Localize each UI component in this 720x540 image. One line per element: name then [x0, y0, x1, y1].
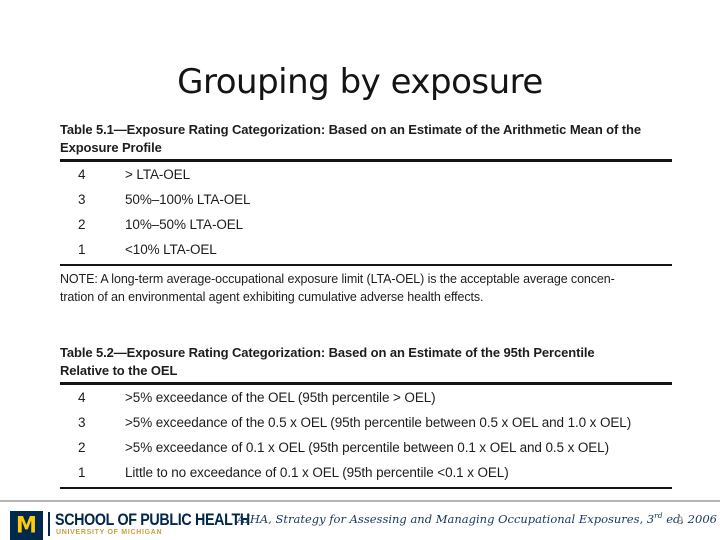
- description-cell: >5% exceedance of 0.1 x OEL (95th percen…: [125, 439, 609, 455]
- table-bottom-rule: [60, 263, 672, 266]
- school-name: SCHOOL OF PUBLIC HEALTH: [55, 510, 250, 529]
- university-name: UNIVERSITY OF MICHIGAN: [56, 529, 163, 536]
- rating-cell: 4: [78, 166, 86, 182]
- table-5-1-note: NOTE: A long-term average-occupational e…: [60, 270, 672, 306]
- block-m-icon: M: [16, 512, 37, 538]
- table-row: 2 10%–50% LTA-OEL: [60, 212, 672, 237]
- rating-cell: 1: [78, 241, 86, 257]
- description-cell: > LTA-OEL: [125, 166, 190, 182]
- citation-mid: , 3: [639, 511, 655, 526]
- table-row: 1 <10% LTA-OEL: [60, 237, 672, 262]
- rating-cell: 1: [78, 464, 86, 480]
- table-5-1: Table 5.1—Exposure Rating Categorization…: [60, 121, 672, 306]
- rating-cell: 4: [78, 389, 86, 405]
- caption-line: Exposure Profile: [60, 140, 162, 155]
- rating-cell: 3: [78, 414, 86, 430]
- table-5-1-rows: 4 > LTA-OEL 3 50%–100% LTA-OEL 2 10%–50%…: [60, 162, 672, 262]
- logo-divider: [48, 512, 50, 536]
- note-line: tration of an environmental agent exhibi…: [60, 290, 484, 304]
- table-row: 4 > LTA-OEL: [60, 162, 672, 187]
- description-cell: >5% exceedance of the 0.5 x OEL (95th pe…: [125, 414, 632, 430]
- citation-end: ed, 2006: [662, 511, 717, 526]
- caption-line: Relative to the OEL: [60, 363, 178, 378]
- table-top-rule: [60, 382, 672, 385]
- rating-cell: 3: [78, 191, 86, 207]
- table-row: 4 >5% exceedance of the OEL (95th percen…: [60, 385, 672, 410]
- note-line: NOTE: A long-term average-occupational e…: [60, 272, 615, 286]
- description-cell: 50%–100% LTA-OEL: [125, 191, 251, 207]
- table-5-2-caption: Table 5.2—Exposure Rating Categorization…: [60, 344, 672, 380]
- caption-line: Table 5.1—Exposure Rating Categorization…: [60, 122, 641, 137]
- footer-divider-line: [0, 500, 720, 502]
- description-cell: <10% LTA-OEL: [125, 241, 217, 257]
- caption-line: Table 5.2—Exposure Rating Categorization…: [60, 345, 595, 360]
- description-cell: 10%–50% LTA-OEL: [125, 216, 244, 232]
- description-cell: >5% exceedance of the OEL (95th percenti…: [125, 389, 436, 405]
- table-row: 1 Little to no exceedance of 0.1 x OEL (…: [60, 460, 672, 485]
- citation-prefix: AIHA,: [237, 511, 276, 526]
- rating-cell: 2: [78, 439, 86, 455]
- rating-cell: 2: [78, 216, 86, 232]
- table-bottom-rule: [60, 486, 672, 489]
- table-row: 3 50%–100% LTA-OEL: [60, 187, 672, 212]
- table-row: 2 >5% exceedance of 0.1 x OEL (95th perc…: [60, 435, 672, 460]
- description-cell: Little to no exceedance of 0.1 x OEL (95…: [125, 464, 509, 480]
- table-5-2: Table 5.2—Exposure Rating Categorization…: [60, 344, 672, 489]
- citation-ordinal: rd: [654, 511, 663, 520]
- table-5-1-caption: Table 5.1—Exposure Rating Categorization…: [60, 121, 672, 157]
- um-logo: M: [10, 511, 43, 540]
- table-row: 3 >5% exceedance of the 0.5 x OEL (95th …: [60, 410, 672, 435]
- page-number: 9: [676, 515, 684, 527]
- slide-title: Grouping by exposure: [177, 62, 543, 102]
- table-5-2-rows: 4 >5% exceedance of the OEL (95th percen…: [60, 385, 672, 485]
- table-scan-region: Table 5.1—Exposure Rating Categorization…: [60, 121, 672, 489]
- citation-book-title: Strategy for Assessing and Managing Occu…: [275, 511, 640, 526]
- table-top-rule: [60, 159, 672, 162]
- citation: AIHA, Strategy for Assessing and Managin…: [237, 511, 717, 526]
